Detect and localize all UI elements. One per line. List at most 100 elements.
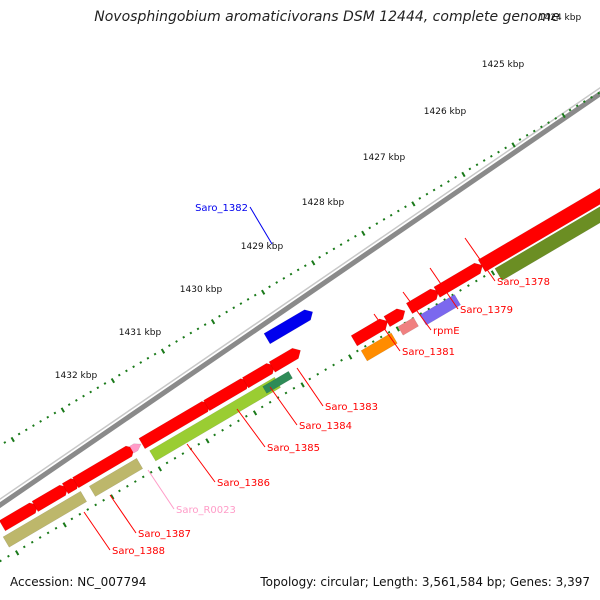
scale-tick	[153, 352, 157, 356]
scale-tick	[504, 146, 508, 150]
saro-1381-leader	[373, 313, 401, 352]
inner-track-tick	[126, 484, 129, 488]
inner-track-tick	[316, 372, 320, 376]
scale-tick	[575, 104, 579, 108]
scale-tick	[489, 154, 493, 158]
scale-tick	[561, 112, 566, 119]
scale-tick	[439, 184, 443, 188]
inner-track-tick	[371, 340, 375, 344]
saro-1388-feature	[0, 502, 38, 532]
lime-track-feature	[149, 376, 281, 462]
inner-track-tick	[474, 279, 478, 283]
scale-tick	[46, 415, 50, 419]
inner-track-tick	[292, 386, 296, 390]
rpme-leader	[402, 291, 432, 331]
inner-track-tick	[229, 424, 232, 427]
scale-tick	[597, 91, 600, 95]
scale-tick	[461, 171, 466, 178]
scale-tick	[139, 361, 143, 364]
inner-track-tick	[324, 368, 328, 371]
saro-1378-leader	[464, 237, 496, 282]
scale-tick	[96, 386, 100, 390]
scale-tick	[196, 327, 200, 331]
genome-summary-label: Topology: circular; Length: 3,561,584 bp…	[260, 575, 590, 589]
saro-1381b-feature	[360, 332, 398, 362]
saro-1387-label: Saro_1387	[138, 529, 191, 540]
inner-track-tick	[482, 274, 486, 278]
scale-tick	[404, 205, 407, 209]
scale-tick	[518, 138, 522, 141]
map-title: Novosphingobium aromaticivorans DSM 1244…	[0, 9, 600, 25]
scale-tick	[82, 394, 85, 398]
saro-1385-label: Saro_1385	[267, 443, 320, 454]
scale-tick	[89, 390, 93, 394]
tick-label: 1428 kbp	[302, 198, 345, 208]
scale-tick	[454, 175, 457, 179]
saro-r0023-label: Saro_R0023	[176, 505, 236, 516]
inner-track-tick	[94, 503, 98, 507]
inner-track-tick	[165, 461, 169, 465]
inner-track-tick	[14, 550, 20, 556]
scale-tick	[74, 398, 78, 402]
saro-r0023-feature	[129, 443, 142, 454]
scale-tick	[475, 163, 479, 167]
saro-1387-feature	[31, 484, 69, 512]
scale-tick	[582, 100, 586, 103]
scale-tick	[39, 420, 42, 423]
tick-label: 1432 kbp	[55, 371, 98, 381]
scale-tick	[17, 432, 21, 436]
scale-tick	[239, 302, 243, 305]
saro-1379-leader	[429, 267, 459, 310]
scale-tick	[117, 373, 121, 377]
saro-1378-label: Saro_1378	[497, 277, 550, 288]
scale-tick	[168, 344, 171, 348]
scale-tick	[246, 298, 250, 301]
scale-tick	[225, 310, 228, 314]
inner-track-tick	[395, 326, 400, 332]
scale-tick	[253, 293, 257, 297]
scale-tick	[67, 403, 71, 406]
tick-label: 1427 kbp	[363, 153, 406, 163]
scale-tick	[447, 180, 450, 183]
inner-track-tick	[490, 270, 496, 276]
map-title-text: Novosphingobium aromaticivorans DSM 1244…	[94, 9, 560, 25]
inner-track-tick	[102, 498, 105, 502]
scale-tick	[303, 264, 307, 268]
inner-track-tick	[7, 554, 10, 558]
saro-1384-leader	[269, 386, 298, 426]
scale-tick	[203, 323, 207, 326]
inner-track-tick	[197, 442, 201, 446]
inner-track-tick	[467, 284, 470, 288]
rpme-a-feature	[383, 308, 406, 328]
saro-1386-label: Saro_1386	[217, 478, 270, 489]
rpme-label: rpmE	[433, 326, 460, 337]
inner-track-tick	[237, 419, 240, 423]
tick-label: 1426 kbp	[424, 107, 467, 117]
inner-track-tick	[157, 466, 163, 472]
scale-tick	[547, 121, 550, 124]
saro-1381-feature	[350, 318, 389, 347]
scale-tick	[275, 281, 279, 284]
inner-track-tick	[0, 559, 2, 563]
scale-tick	[389, 213, 393, 217]
saro-1388-label: Saro_1388	[112, 546, 165, 557]
scale-tick	[289, 272, 293, 276]
inner-track-tick	[181, 452, 185, 455]
inner-track-tick	[459, 288, 462, 292]
inner-track-tick	[62, 522, 67, 528]
inner-track-tick	[387, 330, 391, 334]
scale-tick	[382, 218, 386, 221]
tick-label: 1424 kbp	[539, 13, 582, 23]
scale-tick	[311, 260, 316, 266]
inner-track-tick	[118, 489, 121, 493]
scale-tick	[53, 411, 57, 415]
scale-tick	[332, 247, 336, 251]
inner-track-tick	[141, 475, 145, 479]
scale-tick	[146, 356, 150, 360]
scale-tick	[554, 117, 558, 120]
scale-tick	[125, 369, 128, 373]
inner-track-tick	[221, 428, 224, 432]
inner-track-tick	[205, 438, 210, 444]
scale-tick	[268, 285, 271, 289]
inner-track-tick	[356, 349, 359, 353]
